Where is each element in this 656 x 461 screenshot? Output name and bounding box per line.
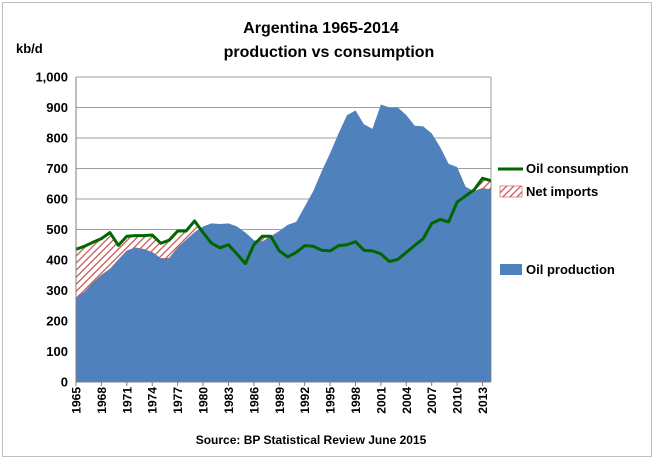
x-tick-label: 2013 (476, 387, 490, 414)
y-tick-label: 900 (46, 100, 68, 115)
x-tick-label: 1995 (324, 387, 338, 414)
x-tick-label: 1986 (247, 387, 261, 414)
y-axis-unit-label: kb/d (16, 41, 43, 56)
y-tick-label: 200 (46, 314, 68, 329)
x-tick-label: 1983 (222, 387, 236, 414)
legend-net-imports-swatch (499, 185, 523, 198)
y-tick-label: 400 (46, 253, 68, 268)
x-tick-label: 1992 (298, 387, 312, 414)
legend-production-swatch (500, 264, 522, 275)
chart-title-line2: production vs consumption (224, 44, 435, 61)
legend-consumption-label: Oil consumption (526, 161, 629, 176)
plot-areas (75, 104, 492, 382)
x-tick-label: 1965 (70, 387, 84, 414)
y-tick-label: 100 (46, 344, 68, 359)
chart-frame: Argentina 1965-2014 production vs consum… (2, 2, 652, 457)
chart-title-line1: Argentina 1965-2014 (243, 20, 399, 37)
x-tick-label: 2001 (374, 387, 388, 414)
y-tick-label: 500 (46, 222, 68, 237)
legend: Oil consumption Net imports Oil producti… (498, 161, 629, 277)
x-tick-label: 2007 (425, 387, 439, 414)
chart-svg: Argentina 1965-2014 production vs consum… (16, 20, 629, 447)
oil-production-area (76, 104, 491, 382)
x-tick-label: 2004 (400, 387, 414, 414)
x-tick-label: 1971 (120, 387, 134, 414)
x-tick-label: 1968 (95, 387, 109, 414)
y-tick-label: 800 (46, 131, 68, 146)
y-tick-label: 600 (46, 192, 68, 207)
oil-consumption-line (75, 176, 492, 266)
x-tick-labels: 1965 1968 1971 1974 1977 1980 1983 1986 1989 1992… (70, 382, 490, 414)
y-tick-label: 300 (46, 283, 68, 298)
legend-net-imports-label: Net imports (526, 184, 598, 199)
y-tick-label: 1,000 (35, 70, 68, 85)
x-tick-label: 1974 (146, 387, 160, 414)
x-tick-label: 1980 (197, 387, 211, 414)
x-tick-label: 1977 (171, 387, 185, 414)
y-tick-label: 0 (61, 375, 68, 390)
x-tick-label: 2010 (451, 387, 465, 414)
y-tick-labels: 0 100 200 300 400 500 600 700 800 900 1,000 (35, 70, 68, 390)
y-tick-label: 700 (46, 161, 68, 176)
axes (75, 77, 492, 383)
x-tick-label: 1989 (273, 387, 287, 414)
legend-production-label: Oil production (526, 262, 615, 277)
x-tick-label: 1998 (349, 387, 363, 414)
source-note: Source: BP Statistical Review June 2015 (196, 433, 427, 447)
